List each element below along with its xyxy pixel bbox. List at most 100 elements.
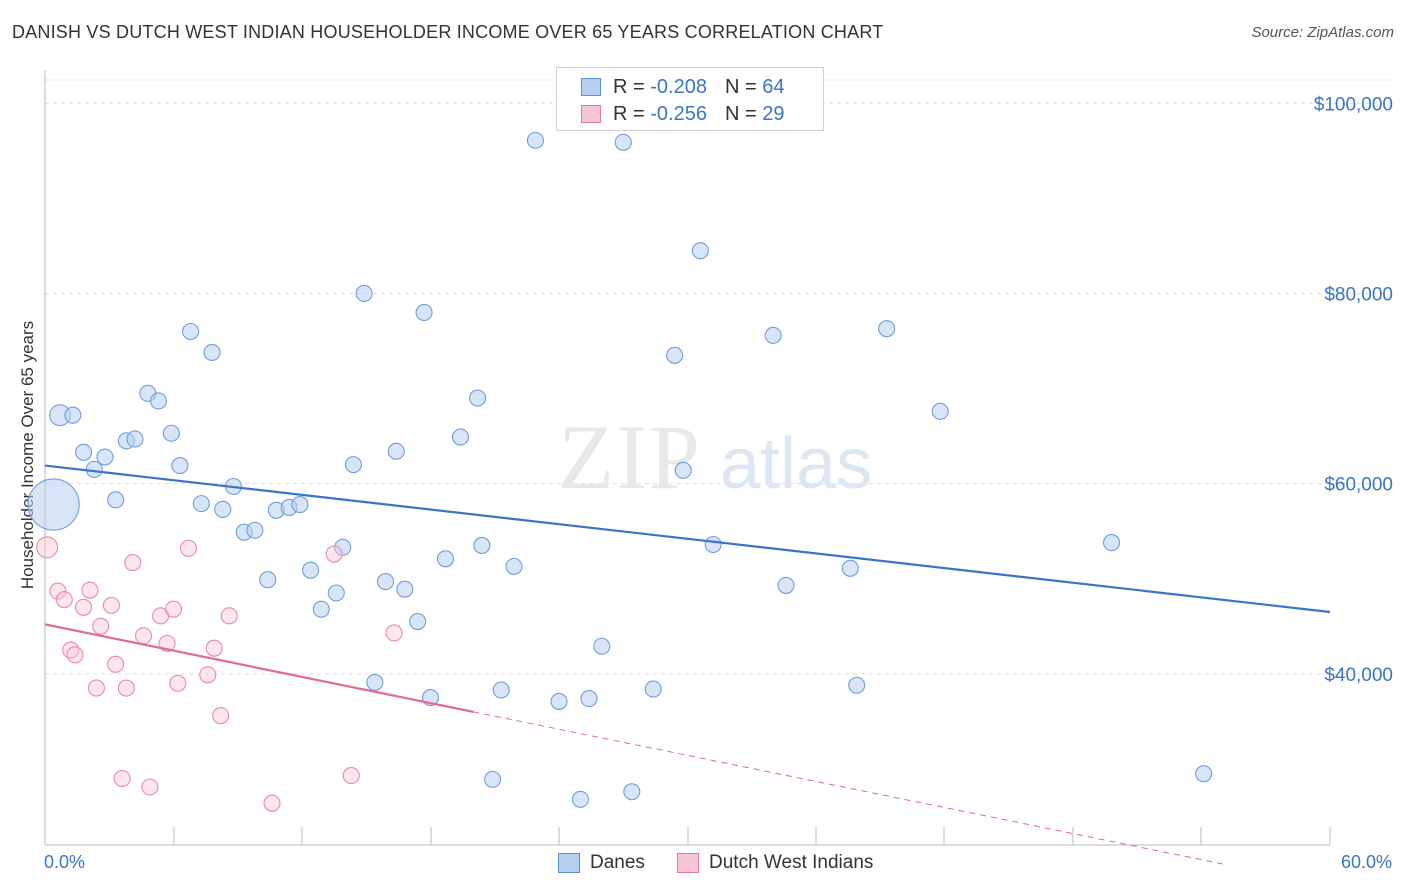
dutch-point [263, 794, 281, 812]
legend-item-dutch[interactable]: Dutch West Indians [677, 852, 873, 874]
legend-item-danes[interactable]: Danes [558, 852, 645, 874]
n-label: N = [724, 75, 757, 98]
dutch-point [385, 624, 403, 642]
chart-title: DANISH VS DUTCH WEST INDIAN HOUSEHOLDER … [12, 22, 884, 42]
danes-point [387, 442, 405, 460]
danes-point [344, 456, 362, 474]
n-value: 64 [762, 75, 785, 98]
dutch-point [87, 679, 105, 697]
danes-point [691, 242, 709, 260]
danes-point [1195, 765, 1213, 783]
r-label: R = [613, 102, 645, 125]
dutch-point [141, 778, 159, 796]
danes-point [1103, 534, 1121, 552]
danes-point [27, 478, 80, 531]
y-tick-label: $60,000 [1324, 475, 1393, 496]
trend-lines [44, 464, 1331, 865]
n-label: N = [724, 102, 757, 125]
dutch-point [107, 655, 125, 673]
dutch-trend-line [44, 623, 474, 713]
danes-point [777, 576, 795, 594]
dutch-point [36, 536, 59, 559]
dutch-swatch [581, 105, 601, 123]
dutch-point [117, 679, 135, 697]
danes-point [203, 343, 221, 361]
watermark-zip: ZIP [558, 406, 702, 508]
danes-point [580, 690, 598, 708]
series-danes-points [27, 131, 1213, 808]
y-tick-label: $80,000 [1324, 284, 1393, 305]
dutch-point [199, 666, 217, 684]
danes-point [484, 770, 502, 788]
r-label: R = [613, 75, 645, 98]
y-tick-label: $100,000 [1314, 94, 1393, 115]
danes-point [451, 428, 470, 446]
dutch-point [169, 674, 187, 692]
danes-trend-line [44, 464, 1331, 614]
danes-point [107, 491, 125, 509]
danes-point [878, 320, 896, 338]
danes-point [376, 573, 395, 591]
x-tick-min: 0.0% [44, 852, 86, 872]
danes-point [162, 424, 180, 442]
danes-point [666, 346, 684, 364]
dutch-point [66, 646, 84, 664]
r-value: -0.256 [650, 102, 707, 125]
danes-point [848, 676, 866, 694]
danes-point [492, 681, 510, 699]
watermark: ZIP atlas [558, 406, 872, 508]
danes-point [623, 783, 641, 801]
danes-point [246, 521, 264, 539]
danes-point [409, 612, 427, 631]
danes-point [469, 389, 487, 407]
dutch-point [55, 591, 73, 609]
danes-point [644, 680, 662, 698]
x-tick-max: 60.0% [1340, 852, 1392, 872]
danes-point [505, 557, 523, 575]
correlation-legend: R = -0.208 N = 64 R = -0.256 N = 29 [556, 67, 824, 131]
danes-point [526, 131, 544, 149]
dutch-point [325, 545, 343, 563]
danes-point [396, 580, 414, 598]
danes-point [415, 303, 433, 322]
axes [44, 70, 1331, 846]
danes-point [355, 284, 373, 303]
dutch-point [92, 617, 110, 635]
danes-swatch [581, 78, 601, 96]
danes-point [149, 392, 168, 410]
danes-point [75, 443, 93, 461]
watermark-atlas: atlas [720, 424, 872, 504]
source-label: Source: ZipAtlas.com [1251, 24, 1394, 41]
danes-legend-swatch [558, 853, 580, 873]
dutch-point [113, 769, 131, 787]
danes-legend-label: Danes [590, 852, 645, 873]
dutch-legend-label: Dutch West Indians [709, 852, 874, 873]
danes-point [593, 637, 611, 655]
dutch-point [134, 627, 153, 645]
danes-point [302, 561, 320, 579]
dutch-point [220, 607, 238, 625]
danes-point [182, 322, 200, 341]
dutch-point [179, 539, 198, 557]
danes-point [764, 326, 782, 344]
y-tick-label: $40,000 [1324, 665, 1393, 686]
series-dutch-points [36, 536, 403, 812]
danes-point [614, 133, 632, 151]
dutch-point [205, 639, 223, 657]
dutch-point [212, 707, 230, 725]
danes-point [674, 461, 692, 479]
danes-point [931, 402, 949, 420]
dutch-point [81, 581, 99, 599]
gridlines [45, 79, 1392, 675]
series-legend: Danes Dutch West Indians [0, 852, 1406, 878]
danes-point [214, 500, 232, 518]
danes-point [550, 692, 568, 710]
dutch-point [164, 600, 183, 618]
danes-point [704, 535, 722, 554]
dutch-trend-extension [473, 711, 1224, 865]
dutch-point [124, 554, 142, 572]
dutch-legend-swatch [677, 853, 699, 873]
danes-point [259, 571, 277, 589]
dutch-point [342, 767, 360, 785]
